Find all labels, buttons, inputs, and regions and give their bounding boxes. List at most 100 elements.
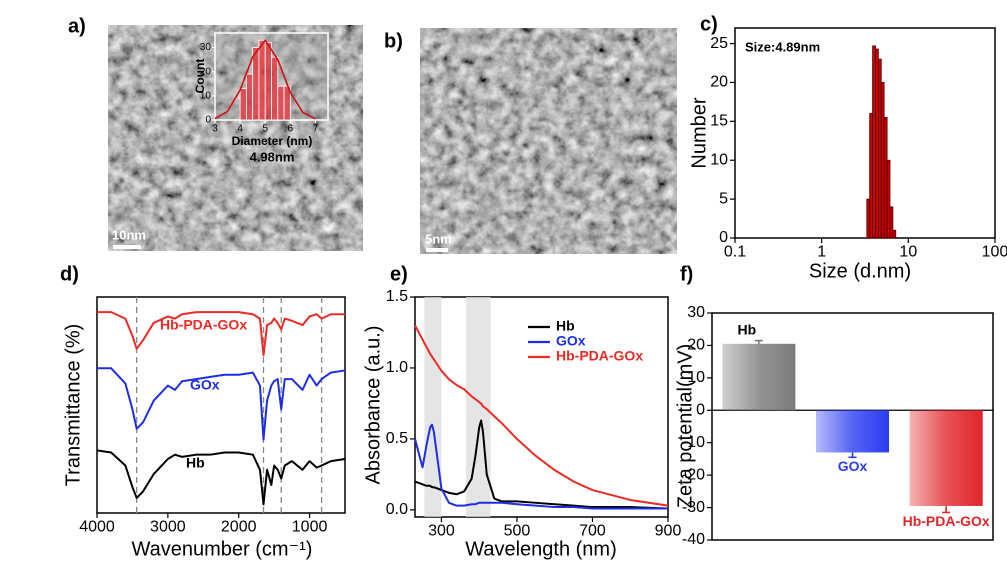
- x-tick-label: 3000: [150, 519, 186, 536]
- y-tick-label: 0: [205, 115, 211, 126]
- y-tick-label: 0: [696, 402, 705, 419]
- x-tick-label: 900: [655, 523, 682, 540]
- x-tick-label: 5: [262, 124, 268, 135]
- panel-label: c): [700, 13, 718, 35]
- panel-label: b): [384, 30, 403, 52]
- bar: [245, 73, 254, 121]
- y-tick-label: 0: [719, 229, 728, 246]
- legend-label: Hb: [556, 318, 575, 334]
- y-axis-label: Transmittance (%): [62, 324, 84, 487]
- x-tick-label: 0.1: [724, 244, 746, 261]
- x-tick-label: 7: [313, 124, 319, 135]
- y-tick-label: 20: [687, 337, 705, 354]
- x-axis-label: Wavelength (nm): [465, 538, 617, 560]
- y-tick-label: 10: [687, 369, 705, 386]
- bar: [877, 58, 882, 239]
- annotation: Size:4.89nm: [745, 39, 820, 54]
- x-tick-label: 300: [428, 523, 455, 540]
- category-label: Hb-PDA-GOx: [903, 513, 990, 529]
- x-tick-label: 4: [237, 124, 243, 135]
- y-tick-label: 10: [710, 151, 728, 168]
- category-label: GOx: [838, 458, 868, 474]
- bar: [880, 82, 885, 239]
- series-line: [414, 419, 669, 510]
- panel-label: d): [60, 263, 79, 285]
- y-tick-label: 15: [710, 113, 728, 130]
- x-tick-label: 4000: [79, 519, 115, 536]
- y-axis-label: Zeta potential(mV): [674, 344, 696, 509]
- y-tick-label: 0.5: [386, 430, 408, 447]
- bar: [722, 343, 796, 411]
- axes-frame: [734, 27, 996, 239]
- bar: [815, 410, 890, 453]
- x-tick-label: 1: [817, 244, 826, 261]
- tem-image: [108, 25, 363, 251]
- y-tick-label: 30: [687, 304, 705, 321]
- fit-curve: [214, 39, 316, 120]
- tem-image: [420, 28, 677, 254]
- scale-label: 5nm: [425, 231, 452, 246]
- bar: [252, 47, 260, 121]
- series-line: [414, 324, 669, 507]
- y-tick-label: -20: [682, 466, 705, 483]
- x-tick-label: 1000: [292, 519, 328, 536]
- bar: [239, 88, 247, 121]
- scale-bar: [426, 248, 448, 252]
- legend-label: Hb-PDA-GOx: [556, 348, 643, 364]
- axes-frame: [96, 296, 346, 514]
- y-tick-label: 20: [200, 66, 212, 77]
- x-axis-label: Diameter (nm): [232, 134, 313, 148]
- legend-label: GOx: [556, 333, 586, 349]
- series-label: Hb: [186, 455, 205, 471]
- y-tick-label: 1.5: [386, 288, 408, 305]
- axes-frame: [414, 296, 669, 518]
- series-line: [96, 449, 346, 506]
- y-axis-label: Count: [193, 59, 207, 94]
- band: [465, 297, 491, 517]
- scale-bar: [113, 245, 141, 249]
- panel-label: f): [680, 263, 693, 285]
- bar: [277, 85, 285, 121]
- x-tick-label: 100: [982, 244, 1007, 261]
- axes-frame: [711, 312, 994, 541]
- category-label: Hb: [737, 321, 756, 337]
- y-tick-label: -10: [682, 434, 705, 451]
- y-tick-label: -30: [682, 499, 705, 516]
- series-line: [97, 311, 345, 357]
- bar: [872, 45, 876, 239]
- x-tick-label: 2000: [221, 519, 257, 536]
- series-line: [414, 423, 668, 510]
- bar: [875, 48, 879, 239]
- panel-label: e): [390, 263, 408, 285]
- y-tick-label: 25: [710, 35, 728, 52]
- series-label: GOx: [190, 377, 220, 393]
- bar: [909, 410, 983, 506]
- x-tick-label: 500: [504, 523, 531, 540]
- scale-label: 10nm: [112, 227, 146, 242]
- bar: [886, 159, 891, 239]
- bar: [264, 42, 272, 121]
- x-axis-label: Size (d.nm): [809, 260, 911, 282]
- bar: [883, 117, 888, 239]
- band: [424, 297, 442, 517]
- bar: [258, 39, 266, 121]
- y-tick-label: 20: [710, 74, 728, 91]
- x-tick-label: 10: [899, 244, 917, 261]
- panel-label: a): [68, 15, 86, 37]
- x-tick-label: 700: [579, 523, 606, 540]
- bar: [889, 206, 894, 239]
- y-axis-label: Absorbance (a.u.): [362, 326, 384, 485]
- x-tick-label: 3: [212, 124, 218, 135]
- bar: [892, 229, 897, 239]
- x-tick-label: 6: [288, 124, 294, 135]
- bar: [869, 113, 874, 239]
- bar: [271, 56, 279, 121]
- annotation: 4.98nm: [250, 149, 295, 164]
- y-tick-label: 10: [200, 90, 212, 101]
- series-label: Hb-PDA-GOx: [160, 317, 247, 333]
- x-axis-label: Wavenumber (cm⁻¹): [132, 538, 313, 560]
- bar: [866, 198, 871, 239]
- y-tick-label: 30: [200, 42, 212, 53]
- y-tick-label: -40: [682, 531, 705, 548]
